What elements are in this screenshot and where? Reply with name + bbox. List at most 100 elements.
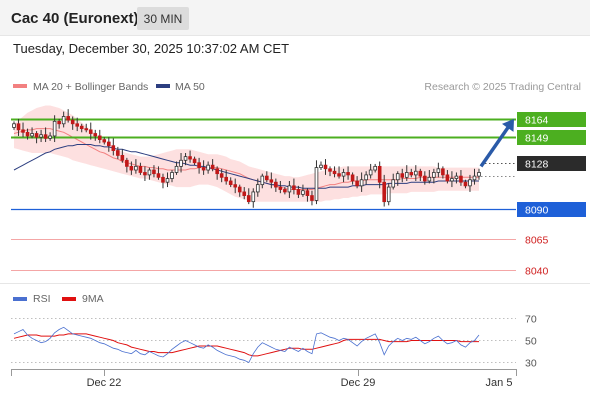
candle [52,115,57,143]
candle-body-up [52,120,57,137]
candle [373,163,377,173]
candle-body-up [427,176,432,182]
candle-body-down [224,176,228,182]
candle [359,172,364,192]
candle-body-down [152,169,156,175]
candle [125,157,129,173]
candle-body-down [215,168,219,175]
candle-body-up [436,168,441,173]
moving-average-layer [13,128,479,190]
candle-body-down [201,167,206,171]
chart-header: Cac 40 (Euronext) 30 MIN [0,0,590,36]
candle-body-down [377,165,382,183]
candle [179,152,183,173]
candle-body-up [364,174,368,181]
candle [292,178,296,195]
candle-body-down [70,119,75,125]
bollinger-layer [14,105,479,202]
candle [170,170,174,183]
candle-body-up [359,179,364,187]
candle [165,172,170,188]
candle [129,161,134,175]
candle-body-up [341,172,346,177]
candle-body-up [386,186,391,203]
copyright-text: Research © 2025 Trading Central [424,81,581,93]
candle [183,152,188,166]
candle-body-down [116,150,120,156]
candle-body-down [409,172,414,176]
candle-body-down [445,174,450,182]
candle-body-down [107,141,111,147]
candle-body-up [12,123,16,128]
candle [423,171,427,185]
candle-body-down [43,134,48,139]
candle-body-down [441,168,445,176]
candle [350,172,355,185]
candle-body-down [292,185,296,190]
candle-body-down [350,174,355,182]
legend-swatch-ma50 [156,84,170,88]
candle-body-up [368,169,373,176]
candle [224,170,228,185]
candle-body-up [165,178,170,183]
candle-body-up [454,175,459,179]
candle [310,190,314,206]
candle [210,159,215,172]
candle [219,168,224,183]
candle [445,170,450,184]
candle [400,168,405,183]
candle-body-down [332,170,337,175]
legend-label-rsi: RSI [33,293,51,305]
candle [332,166,337,178]
candle-body-down [328,168,332,172]
level-label-8065: 8065 [525,235,549,247]
candle-body-down [355,180,359,187]
candle [305,188,310,202]
level-tag-8090 [517,202,586,217]
candle [436,162,441,178]
candle-body-down [400,173,405,178]
candle [21,122,25,138]
candle-body-down [296,189,301,195]
candle-body-up [183,156,188,161]
candle-body-down [57,120,61,125]
candle-body-down [283,189,287,193]
candle-body-down [79,125,84,130]
candle-body-down [423,175,427,182]
candle [355,176,359,189]
candle [111,138,116,156]
candle-body-down [97,135,102,140]
candle [16,118,21,136]
candle [30,127,34,139]
candle-body-up [206,164,210,171]
candle [93,129,98,141]
candle [215,166,219,180]
legend-label-ma50: MA 50 [175,81,205,93]
rsi-tick-70: 70 [525,314,537,326]
candle [188,150,192,163]
candle [441,166,445,179]
candle [427,170,432,184]
candle-body-up [251,191,256,203]
candle-body-down [156,173,161,178]
candle [418,168,423,181]
candle-body-down [120,155,125,161]
rsi-tick-50: 50 [525,336,537,348]
candle-body-down [346,172,350,176]
candle [346,166,350,180]
legend-label-ma20: MA 20 + Bollinger Bands [33,81,148,93]
candle [143,166,147,181]
candle-body-up [170,172,174,179]
candle [39,129,43,143]
candle [174,161,179,175]
candle-body-down [242,191,247,196]
x-tick-label: Dec 29 [341,377,376,389]
candle-body-up [134,165,138,171]
candle-body-down [84,128,89,131]
price-level-layer: 8164 8149 8128 8090 8065 8040 [11,112,586,278]
timeframe-badge[interactable]: 30 MIN [137,7,189,30]
candle-body-down [129,165,134,171]
candle-body-up [255,184,260,193]
candle [156,166,161,180]
